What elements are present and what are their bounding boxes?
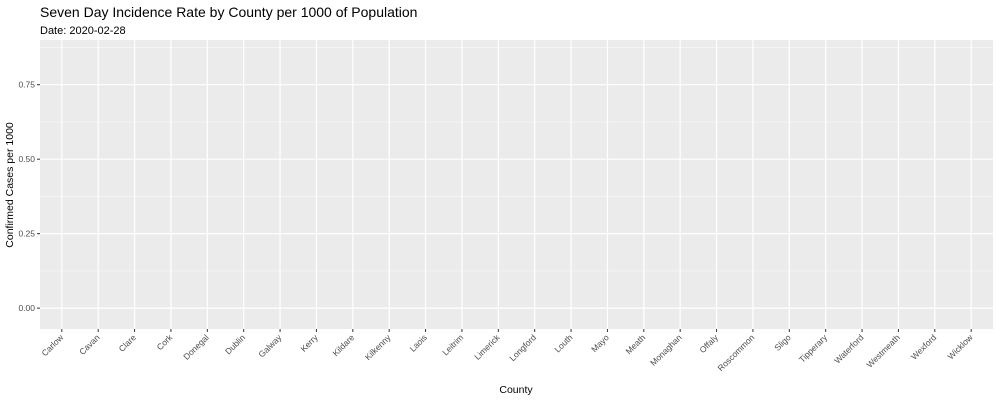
- x-tick-label: Roscommon: [716, 332, 757, 373]
- x-tick-label: Donegal: [181, 332, 211, 362]
- x-tick-label: Sligo: [772, 332, 793, 353]
- x-tick-label: Limerick: [472, 332, 502, 362]
- minor-gridlines: [40, 47, 993, 272]
- x-tick-label: Laois: [408, 332, 429, 353]
- x-tick-label: Clare: [117, 332, 139, 354]
- x-tick-label: Dublin: [223, 332, 247, 356]
- y-tick-label: 0.25: [18, 229, 35, 239]
- x-tick-label: Louth: [552, 332, 574, 354]
- x-tick-label: Cork: [155, 332, 175, 352]
- y-tick-label: 0.75: [18, 80, 35, 90]
- x-tick-label: Cavan: [77, 332, 102, 357]
- x-tick-label: Waterford: [832, 332, 865, 365]
- x-tick-label: Leitrim: [440, 332, 465, 357]
- chart-subtitle: Date: 2020-02-28: [40, 25, 126, 37]
- x-tick-label: Wexford: [909, 332, 939, 362]
- y-tick-label: 0.50: [18, 154, 35, 164]
- major-gridlines: [40, 40, 993, 329]
- x-tick-label: Kildare: [330, 332, 356, 358]
- x-tick-label: Meath: [623, 332, 647, 356]
- x-tick-label: Westmeath: [864, 332, 902, 370]
- x-tick-label: Tipperary: [797, 332, 830, 365]
- x-tick-label: Galway: [256, 332, 284, 360]
- chart-title: Seven Day Incidence Rate by County per 1…: [40, 4, 417, 20]
- plot-panel: [40, 40, 993, 329]
- x-tick-label: Longford: [507, 332, 538, 363]
- x-axis-title: County: [499, 384, 533, 396]
- x-tick-label: Monaghan: [648, 332, 684, 368]
- x-axis-ticks: Carlow Cavan Clare Cork Donegal Dublin Galway K…: [39, 329, 975, 373]
- x-tick-label: Mayo: [589, 332, 611, 354]
- y-axis-ticks: 0.00 0.25 0.50 0.75: [18, 80, 40, 313]
- x-tick-label: Offaly: [697, 332, 720, 355]
- x-tick-label: Kilkenny: [363, 332, 393, 362]
- x-tick-label: Wicklow: [945, 332, 975, 362]
- x-tick-label: Kerry: [298, 332, 320, 354]
- x-tick-label: Carlow: [39, 332, 65, 358]
- y-tick-label: 0.00: [18, 303, 35, 313]
- y-axis-title: Confirmed Cases per 1000: [4, 122, 16, 248]
